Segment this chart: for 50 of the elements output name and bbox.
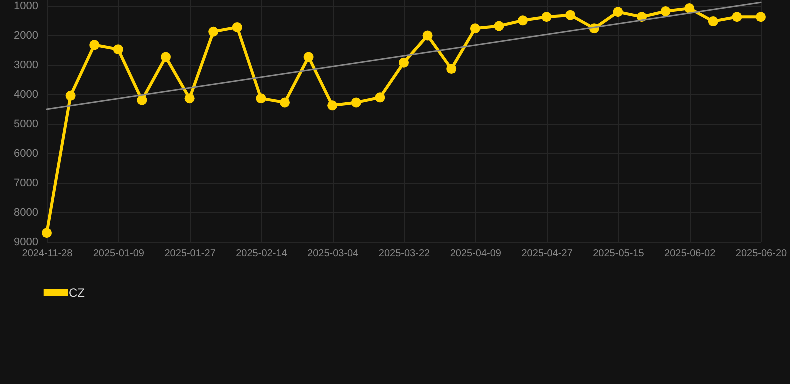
point [42,228,52,238]
y-tick-label: 2000 [14,30,38,42]
point [161,52,171,62]
y-tick-label: 5000 [14,118,38,130]
x-tick-label: 2025-01-09 [93,248,145,260]
y-tick-label: 7000 [14,177,38,190]
point [351,98,362,108]
x-tick-label: 2025-02-14 [236,248,288,260]
point [113,44,124,55]
y-tick-label: 6000 [14,148,38,160]
point [328,100,338,111]
point [732,12,742,22]
x-tick-label: 2025-05-15 [593,248,645,260]
point [566,10,576,20]
point [542,12,552,22]
x-tick-label: 2025-06-20 [736,248,788,260]
point [708,16,718,27]
point [232,22,242,32]
x-tick-label: 2025-01-27 [164,248,216,260]
legend-label: CZ [69,286,85,300]
y-tick-label: 4000 [14,88,38,101]
x-tick-label: 2024-11-28 [22,248,74,260]
y-tick-label: 8000 [14,206,38,219]
y-tick-label: 1000 [14,0,38,12]
point [375,92,386,103]
x-tick-label: 2025-04-09 [450,248,502,260]
point [684,4,695,14]
point [304,52,314,62]
point [756,12,766,22]
point [208,26,219,37]
point [613,7,624,18]
x-tick-label: 2025-06-02 [664,248,716,260]
point [280,98,290,108]
x-tick-label: 2025-03-04 [308,248,360,260]
point [660,6,671,16]
point [90,40,100,50]
point [66,90,76,101]
point [446,64,457,74]
y-tick-label: 9000 [14,236,38,248]
x-tick-label: 2025-04-27 [522,248,574,260]
x-tick-label: 2025-03-22 [378,248,431,260]
point [518,16,528,26]
point [184,94,195,104]
point [256,94,266,104]
point [137,95,148,106]
y-tick-label: 3000 [14,59,38,72]
point [470,24,480,34]
point [494,21,504,32]
point [422,30,433,41]
point [399,58,409,68]
